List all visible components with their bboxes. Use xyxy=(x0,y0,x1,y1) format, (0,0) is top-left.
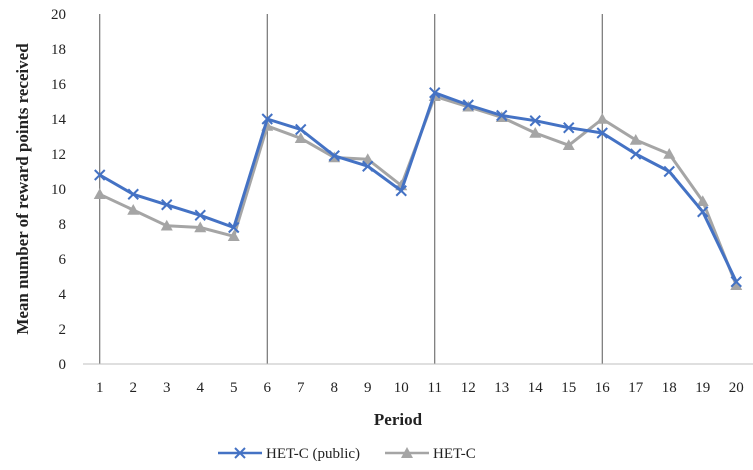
data-point-x-marker xyxy=(261,113,273,125)
data-point-triangle-marker xyxy=(596,113,609,124)
x-tick-label: 14 xyxy=(528,380,544,396)
data-point-x-marker xyxy=(663,165,675,178)
data-point-triangle-marker xyxy=(663,148,676,159)
x-tick-label: 10 xyxy=(394,380,409,396)
data-point-x-marker xyxy=(630,148,642,160)
series-line xyxy=(99,91,738,283)
x-tick-label: 11 xyxy=(428,380,442,396)
x-tick-label: 20 xyxy=(729,380,744,396)
y-axis-title: Mean number of reward points received xyxy=(13,43,32,335)
data-point-x-marker xyxy=(228,221,240,234)
legend-triangle-marker-icon xyxy=(401,447,413,458)
legend-label-series-1: HET-C (public) xyxy=(266,446,360,462)
data-point-x-marker xyxy=(496,109,508,122)
x-tick-label: 8 xyxy=(331,380,339,396)
y-axis-ticks: 0 2 4 6 8 10 12 14 16 18 20 xyxy=(51,7,67,373)
y-tick-label: 18 xyxy=(51,42,66,58)
x-tick-label: 1 xyxy=(96,380,104,396)
period-block-separators xyxy=(99,14,603,364)
x-axis-title: Period xyxy=(374,410,423,429)
x-tick-label: 15 xyxy=(561,380,576,396)
data-point-triangle-marker xyxy=(696,195,709,207)
x-tick-label: 2 xyxy=(130,380,138,396)
x-tick-label: 17 xyxy=(628,380,644,396)
legend-x-marker-icon xyxy=(234,447,246,459)
y-tick-label: 8 xyxy=(59,217,67,233)
y-tick-label: 16 xyxy=(51,77,67,93)
data-point-triangle-marker xyxy=(562,139,575,151)
x-tick-label: 16 xyxy=(595,380,611,396)
data-point-x-marker xyxy=(328,150,340,162)
x-tick-label: 7 xyxy=(297,380,305,396)
y-tick-label: 10 xyxy=(51,182,66,198)
y-tick-label: 20 xyxy=(51,7,66,23)
data-point-x-marker xyxy=(429,87,441,99)
y-tick-label: 6 xyxy=(59,252,67,268)
data-point-triangle-marker xyxy=(361,153,374,165)
legend-item-series-1: HET-C (public) xyxy=(218,446,360,462)
x-tick-label: 9 xyxy=(364,380,372,396)
x-axis-ticks: 1 2 3 4 5 6 7 8 9 10 11 12 13 14 15 16 17 18 19 20 xyxy=(96,380,744,396)
series-2 xyxy=(93,90,743,291)
data-point-x-marker xyxy=(127,188,139,200)
data-point-x-marker xyxy=(697,206,709,218)
x-tick-label: 4 xyxy=(197,380,205,396)
data-point-x-marker xyxy=(194,209,206,221)
data-point-triangle-marker xyxy=(529,127,542,138)
data-point-x-marker xyxy=(462,99,474,111)
data-point-x-marker xyxy=(161,199,173,211)
data-point-triangle-marker xyxy=(93,188,106,200)
data-point-x-marker xyxy=(730,276,742,288)
x-tick-label: 19 xyxy=(695,380,710,396)
x-tick-label: 5 xyxy=(230,380,238,396)
series-1 xyxy=(94,87,742,288)
y-tick-label: 12 xyxy=(51,147,66,163)
x-tick-label: 3 xyxy=(163,380,171,396)
data-point-triangle-marker xyxy=(629,134,642,145)
data-point-x-marker xyxy=(596,127,608,139)
series-layer xyxy=(93,87,743,291)
data-point-x-marker xyxy=(563,122,575,134)
x-tick-label: 18 xyxy=(662,380,677,396)
data-point-triangle-marker xyxy=(294,132,307,144)
x-tick-label: 12 xyxy=(461,380,476,396)
data-point-x-marker xyxy=(94,169,106,181)
y-tick-label: 2 xyxy=(59,322,67,338)
x-tick-label: 6 xyxy=(264,380,272,396)
data-point-triangle-marker xyxy=(227,230,240,242)
data-point-x-marker xyxy=(529,115,541,127)
legend-label-series-2: HET-C xyxy=(433,446,476,462)
y-tick-label: 14 xyxy=(51,112,67,128)
data-point-triangle-marker xyxy=(127,204,140,215)
data-point-triangle-marker xyxy=(730,279,743,291)
series-line xyxy=(99,94,738,286)
y-tick-label: 0 xyxy=(59,357,67,373)
legend-item-series-2: HET-C xyxy=(385,446,476,462)
data-point-x-marker xyxy=(295,123,307,136)
legend: HET-C (public) HET-C xyxy=(218,446,476,462)
x-tick-label: 13 xyxy=(494,380,509,396)
data-point-x-marker xyxy=(362,160,374,172)
data-point-x-marker xyxy=(395,185,407,197)
y-tick-label: 4 xyxy=(59,287,67,303)
data-point-triangle-marker xyxy=(194,221,207,233)
data-point-triangle-marker xyxy=(160,219,173,231)
